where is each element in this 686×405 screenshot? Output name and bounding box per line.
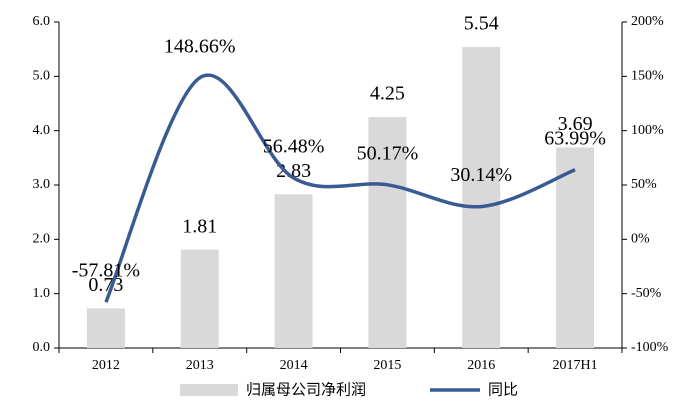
bar [462,46,501,348]
y2-tick-label: 100% [631,123,664,138]
x-tick-label: 2013 [186,358,214,373]
x-tick-label: 2012 [92,358,120,373]
bar [368,117,407,348]
bar [274,194,313,348]
legend-swatch [180,384,238,396]
bar [556,147,595,348]
bar [86,308,125,348]
y2-tick-label: 200% [631,14,664,29]
bar-label: 4.25 [370,83,405,105]
y-tick-label: 6.0 [33,14,51,29]
y2-tick-label: 0% [631,232,650,247]
y-tick-label: 1.0 [33,286,51,301]
bar-label: 2.83 [276,160,311,182]
line-label: 56.48% [263,136,325,158]
bar [180,249,219,348]
line-label: 63.99% [544,127,606,149]
y-tick-label: 4.0 [33,123,51,138]
legend-label: 同比 [488,381,518,399]
line-label: 30.14% [450,164,512,186]
line-label: -57.81% [72,260,140,282]
x-tick-label: 2017H1 [553,358,598,373]
line-label: 50.17% [357,142,419,164]
x-tick-label: 2015 [373,358,401,373]
x-tick-label: 2014 [280,358,308,373]
bar-label: 3.69 [558,113,593,135]
x-tick-label: 2016 [467,358,495,373]
bar-label: 1.81 [182,215,217,237]
bar-label: 5.54 [464,13,499,35]
y2-tick-label: 50% [631,177,657,192]
y2-tick-label: -100% [631,340,669,355]
y-tick-label: 2.0 [33,232,51,247]
y-tick-label: 5.0 [33,69,51,84]
line [104,73,576,303]
line-label: 148.66% [164,35,236,57]
y2-tick-label: -50% [631,286,662,301]
y2-tick-label: 150% [631,69,664,84]
y-tick-label: 0.0 [33,340,51,355]
legend-label: 归属母公司净利润 [246,381,366,399]
y-tick-label: 3.0 [33,177,51,192]
